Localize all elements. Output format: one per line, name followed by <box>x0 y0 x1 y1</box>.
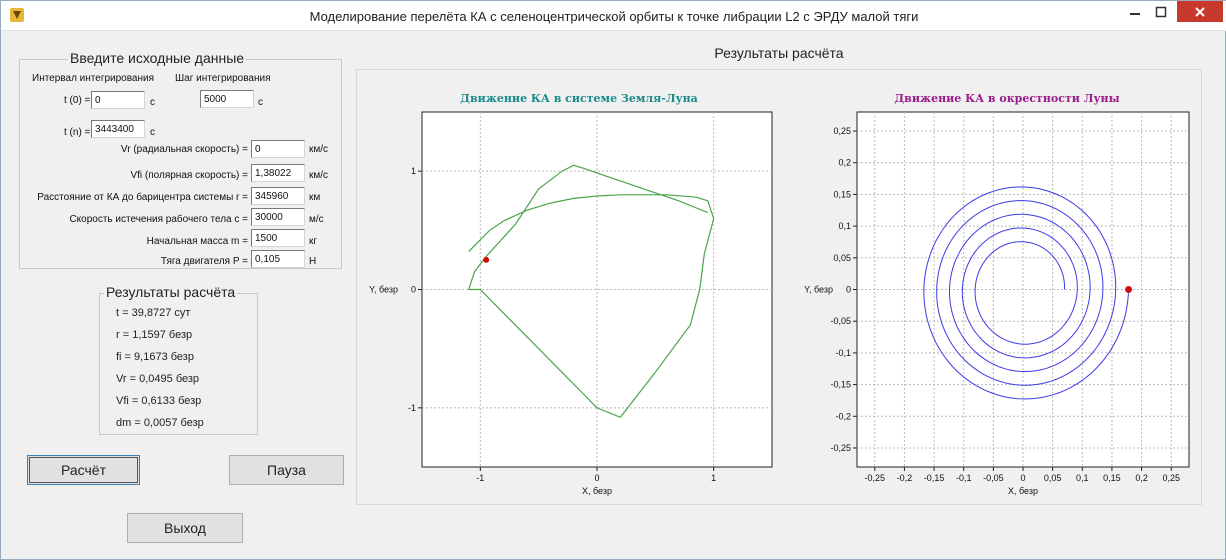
p-label: Тяга двигателя P = <box>160 256 248 267</box>
calc-button[interactable]: Расчёт <box>27 455 140 485</box>
moon-x-tick-label: 0,25 <box>1162 473 1180 483</box>
result-vr: Vr = 0,0495 безр <box>116 373 200 385</box>
moon-y-tick-label: 0,1 <box>838 221 851 231</box>
moon-x-tick-label: -0,1 <box>956 473 972 483</box>
t0-unit: с <box>150 97 155 108</box>
moon-y-tick-label: 0 <box>846 285 851 295</box>
earth-moon-chart-title: Движение КА в системе Земля-Луна <box>460 92 698 105</box>
vr-label: Vr (радиальная скорость) = <box>120 144 248 155</box>
c-label: Скорость истечения рабочего тела c = <box>69 214 248 225</box>
interval-label: Интервал интегрирования <box>32 73 155 84</box>
moon-vicinity-chart: -0,25 -0,2 -0,15 -0,1 -0,05 0 0,05 0,1 0,15 0,2 0,… <box>804 111 1190 496</box>
moon-x-tick-label: 0,05 <box>1044 473 1062 483</box>
earth-moon-y-tick-label: -1 <box>408 403 416 413</box>
moon-y-tick-label: -0,25 <box>830 443 851 453</box>
moon-y-tick-label: 0,05 <box>833 253 851 263</box>
minimize-icon <box>1130 12 1140 15</box>
moon-y-tick-label: 0,25 <box>833 126 851 136</box>
exit-button[interactable]: Выход <box>127 513 243 543</box>
tn-field[interactable] <box>91 120 145 138</box>
result-t: t = 39,8727 сут <box>116 307 191 319</box>
results-group: Результаты расчёта <box>99 284 258 435</box>
moon-y-tick-label: -0,15 <box>830 380 851 390</box>
r-field[interactable] <box>251 187 305 205</box>
title-bar: Моделирование перелёта КА с селеноцентри… <box>1 1 1226 31</box>
r-label: Расстояние от КА до барицентра системы r… <box>37 192 248 203</box>
moon-y-tick-label: -0,1 <box>835 348 851 358</box>
moon-x-tick-label: 0,2 <box>1135 473 1148 483</box>
p-unit: Н <box>309 256 317 267</box>
pause-button[interactable]: Пауза <box>229 455 344 485</box>
tn-unit: с <box>150 127 155 138</box>
close-button[interactable] <box>1177 1 1223 22</box>
earth-moon-trajectory <box>467 164 715 419</box>
c-field[interactable] <box>251 208 305 226</box>
result-vfi: Vfi = 0,6133 безр <box>116 395 202 407</box>
earth-moon-spacecraft-marker <box>483 256 490 263</box>
input-group: Введите исходные данные Интервал интегри… <box>19 50 342 269</box>
maximize-icon <box>1155 6 1167 17</box>
moon-chart-title: Движение КА в окрестности Луны <box>894 92 1119 105</box>
moon-x-tick-label: 0,15 <box>1103 473 1121 483</box>
vfi-label: Vfi (полярная скорость) = <box>130 170 248 181</box>
r-unit: км <box>309 192 321 203</box>
step-unit: с <box>258 97 263 108</box>
moon-spiral-trajectory <box>923 186 1129 400</box>
vfi-unit: км/с <box>309 170 329 181</box>
c-unit: м/с <box>309 214 324 225</box>
moon-y-tick-label: 0,15 <box>833 189 851 199</box>
t0-field[interactable] <box>91 91 145 109</box>
moon-x-tick-label: -0,15 <box>924 473 945 483</box>
app-icon <box>10 8 24 22</box>
moon-y-tick-label: -0,05 <box>830 316 851 326</box>
m-label: Начальная масса m = <box>146 236 248 247</box>
earth-moon-x-tick-label: 0 <box>594 473 599 483</box>
results-group-title: Результаты расчёта <box>104 284 238 300</box>
moon-spacecraft-marker <box>1125 286 1133 293</box>
input-group-title: Введите исходные данные <box>68 50 247 66</box>
result-r: r = 1,1597 безр <box>116 329 193 341</box>
moon-y-tick-label: -0,2 <box>835 411 851 421</box>
m-unit: кг <box>309 236 318 247</box>
vfi-field[interactable] <box>251 164 305 182</box>
result-fi: fi = 9,1673 безр <box>116 351 194 363</box>
moon-y-axis-label: Y, безр <box>804 285 833 295</box>
earth-moon-x-tick-label: 1 <box>711 473 716 483</box>
vr-field[interactable] <box>251 140 305 158</box>
earth-moon-y-tick-label: 1 <box>411 166 416 176</box>
minimize-button[interactable] <box>1122 1 1148 22</box>
moon-x-tick-label: -0,2 <box>897 473 913 483</box>
close-icon <box>1195 6 1205 17</box>
moon-x-tick-label: 0,1 <box>1076 473 1089 483</box>
earth-moon-y-tick-label: 0 <box>411 285 416 295</box>
t0-label: t (0) = <box>64 95 91 106</box>
tn-label: t (n) = <box>64 127 91 138</box>
results-panel: Движение КА в системе Земля-Луна -1 0 1 1 0-… <box>356 69 1202 505</box>
earth-moon-y-axis-label: Y, безр <box>369 285 398 295</box>
moon-x-tick-label: 0 <box>1020 473 1025 483</box>
maximize-button[interactable] <box>1148 1 1174 22</box>
result-dm: dm = 0,0057 безр <box>116 417 204 429</box>
moon-x-tick-label: -0,25 <box>865 473 886 483</box>
moon-y-tick-label: 0,2 <box>838 158 851 168</box>
window-title: Моделирование перелёта КА с селеноцентри… <box>309 9 919 24</box>
charts-canvas: Движение КА в системе Земля-Луна -1 0 110-… <box>369 92 1190 496</box>
step-label: Шаг интегрирования <box>175 73 271 84</box>
moon-x-tick-label: -0,05 <box>983 473 1004 483</box>
moon-x-axis-label: X, безр <box>1008 486 1038 496</box>
vr-unit: км/с <box>309 144 329 155</box>
m-field[interactable] <box>251 229 305 247</box>
step-field[interactable] <box>200 90 254 108</box>
earth-moon-chart: -1 0 1 1 0 -1 X, безр Y, безр <box>369 111 773 496</box>
p-field[interactable] <box>251 250 305 268</box>
earth-moon-x-tick-label: -1 <box>476 473 484 483</box>
panel-title: Результаты расчёта <box>714 45 844 61</box>
earth-moon-x-axis-label: X, безр <box>582 486 612 496</box>
